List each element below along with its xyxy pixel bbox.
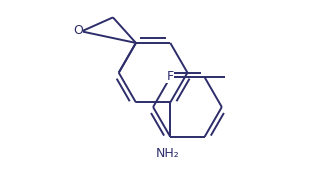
- Text: O: O: [73, 24, 83, 37]
- Text: F: F: [167, 70, 174, 83]
- Text: NH₂: NH₂: [156, 147, 180, 160]
